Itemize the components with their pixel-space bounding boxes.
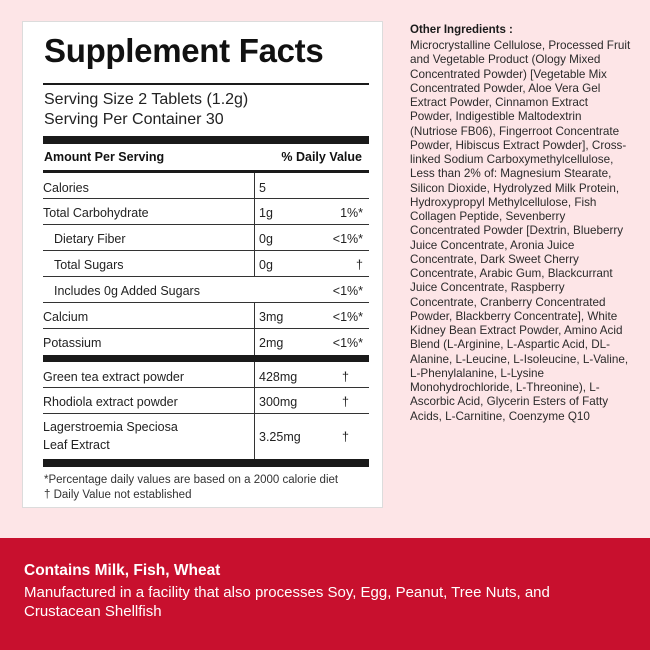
nutrient-label: Total Carbohydrate xyxy=(43,206,149,220)
thick-rule-bottom xyxy=(43,459,369,467)
thick-rule-top xyxy=(43,136,369,144)
nutrient-label: Potassium xyxy=(43,336,102,350)
amount-per-serving-header: Amount Per Serving xyxy=(44,150,165,164)
extract-label-line2: Leaf Extract xyxy=(43,438,110,452)
nutrient-row-added-sugars: Includes 0g Added Sugars <1%* xyxy=(43,277,369,303)
extract-row-lagerstroemia: Lagerstroemia Speciosa Leaf Extract 3.25… xyxy=(43,414,369,459)
other-ingredients-text: Microcrystalline Cellulose, Processed Fr… xyxy=(410,39,631,423)
nutrient-label: Total Sugars xyxy=(54,258,124,272)
extract-dv: † xyxy=(342,430,349,444)
nutrient-dv: <1%* xyxy=(332,232,363,246)
extract-dv: † xyxy=(342,370,349,384)
extract-dv: † xyxy=(342,395,349,409)
nutrient-amount: 3mg xyxy=(259,310,284,324)
extract-amount: 300mg xyxy=(259,395,298,409)
supplement-facts-panel: Supplement Facts Serving Size 2 Tablets … xyxy=(22,21,383,508)
extract-label: Green tea extract powder xyxy=(43,370,185,384)
supplement-facts-title: Supplement Facts xyxy=(44,32,324,69)
nutrient-row-dietary-fiber: Dietary Fiber 0g <1%* xyxy=(43,225,369,251)
nutrient-row-total-sugars: Total Sugars 0g † xyxy=(43,251,369,277)
nutrient-label: Dietary Fiber xyxy=(54,232,126,246)
nutrient-amount: 0g xyxy=(259,232,273,246)
allergen-banner: Contains Milk, Fish, Wheat Manufactured … xyxy=(0,538,650,650)
extract-row-rhodiola: Rhodiola extract powder 300mg † xyxy=(43,388,369,414)
other-ingredients-title: Other Ingredients : xyxy=(410,24,513,36)
extract-label: Rhodiola extract powder xyxy=(43,395,178,409)
extract-amount: 3.25mg xyxy=(259,430,301,444)
nutrient-label: Includes 0g Added Sugars xyxy=(54,284,200,298)
nutrient-row-calcium: Calcium 3mg <1%* xyxy=(43,303,369,329)
servings-per-container: Serving Per Container 30 xyxy=(44,111,224,128)
nutrient-amount: 5 xyxy=(259,181,266,195)
nutrient-row-calories: Calories 5 xyxy=(43,173,369,199)
extract-row-green-tea: Green tea extract powder 428mg † xyxy=(43,362,369,388)
serving-size: Serving Size 2 Tablets (1.2g) xyxy=(44,91,249,108)
nutrient-dv: <1%* xyxy=(332,284,363,298)
title-rule xyxy=(43,83,369,85)
nutrient-dv: 1%* xyxy=(340,206,363,220)
header-rule xyxy=(43,170,369,173)
nutrient-label: Calories xyxy=(43,181,89,195)
nutrient-amount: 2mg xyxy=(259,336,284,350)
nutrient-dv: <1%* xyxy=(332,336,363,350)
nutrient-amount: 1g xyxy=(259,206,273,220)
extract-label-line1: Lagerstroemia Speciosa xyxy=(43,420,178,434)
daily-value-header: % Daily Value xyxy=(281,150,362,164)
nutrient-amount: 0g xyxy=(259,258,273,272)
allergen-title: Contains Milk, Fish, Wheat xyxy=(24,562,221,579)
percentage-footnote: *Percentage daily values are based on a … xyxy=(44,474,339,486)
daily-value-footnote: † Daily Value not established xyxy=(44,489,192,501)
extract-amount: 428mg xyxy=(259,370,298,384)
thick-rule-middle xyxy=(43,355,369,362)
nutrient-dv: <1%* xyxy=(332,310,363,324)
nutrient-row-total-carbohydrate: Total Carbohydrate 1g 1%* xyxy=(43,199,369,225)
allergen-text: Manufactured in a facility that also pro… xyxy=(24,584,550,620)
nutrient-label: Calcium xyxy=(43,310,89,324)
nutrient-dv: † xyxy=(356,258,363,272)
nutrient-row-potassium: Potassium 2mg <1%* xyxy=(43,329,369,355)
